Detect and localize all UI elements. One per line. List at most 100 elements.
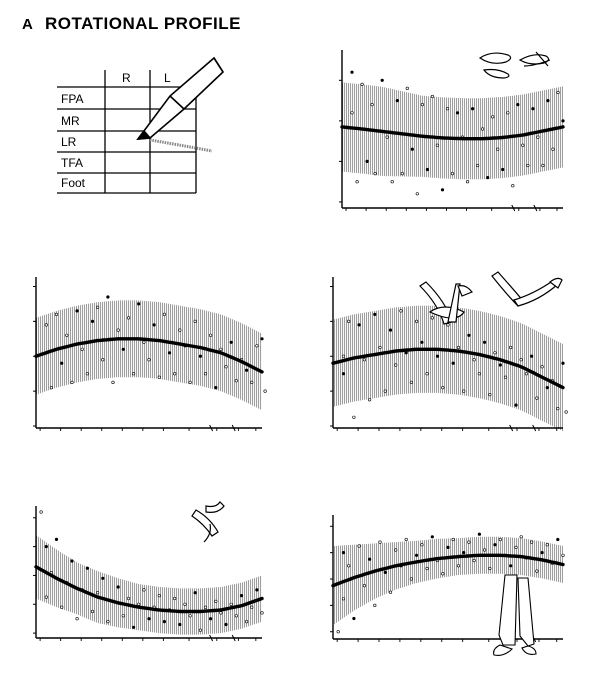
data-point — [373, 172, 377, 176]
data-point — [260, 611, 264, 615]
data-point — [65, 333, 69, 337]
data-point — [167, 351, 172, 355]
data-point — [441, 572, 445, 576]
data-point — [466, 180, 470, 184]
data-point — [561, 553, 565, 557]
data-point — [561, 119, 565, 123]
data-point — [383, 389, 387, 393]
data-point — [405, 86, 409, 90]
data-point — [352, 415, 356, 419]
data-point — [95, 591, 100, 595]
data-point — [472, 558, 476, 563]
data-point — [234, 614, 238, 618]
data-point — [394, 363, 398, 367]
data-point — [378, 345, 382, 350]
table-row-fpa: FPA — [61, 92, 83, 106]
data-point — [54, 537, 59, 542]
data-point — [229, 340, 233, 344]
data-point — [121, 614, 125, 618]
data-point — [491, 115, 495, 119]
data-point — [60, 605, 64, 609]
data-point — [90, 319, 95, 324]
data-point — [404, 537, 408, 542]
data-point — [546, 98, 550, 103]
data-point — [488, 393, 492, 397]
table-row-foot: Foot — [61, 176, 86, 190]
data-point — [498, 363, 502, 367]
axis-break-mark — [532, 424, 537, 432]
data-point — [368, 557, 372, 561]
data-point — [400, 172, 404, 176]
data-point — [394, 548, 398, 552]
data-point — [388, 328, 393, 332]
data-point — [536, 135, 540, 139]
data-point — [404, 351, 408, 355]
data-point — [157, 593, 161, 598]
data-point — [535, 569, 539, 573]
data-point — [214, 599, 218, 604]
data-point — [462, 389, 466, 393]
data-point — [106, 619, 110, 624]
data-point — [456, 345, 461, 350]
data-point — [178, 328, 182, 332]
data-point — [481, 127, 485, 131]
data-point — [157, 375, 161, 379]
data-point — [409, 380, 414, 385]
data-point — [198, 354, 202, 358]
data-point — [44, 323, 48, 327]
sd-band — [36, 300, 262, 411]
data-point — [385, 135, 389, 139]
data-point — [488, 566, 492, 571]
data-point — [347, 319, 351, 324]
data-point — [198, 628, 202, 632]
data-point — [493, 351, 497, 355]
data-point — [85, 372, 89, 376]
data-point — [132, 625, 136, 629]
data-point — [75, 309, 79, 313]
data-point — [95, 305, 100, 310]
data-point — [209, 333, 213, 337]
axis-break-mark — [509, 424, 514, 432]
data-point — [425, 372, 429, 376]
data-point — [365, 159, 369, 163]
data-point — [472, 358, 476, 362]
data-point — [357, 323, 361, 327]
data-point — [106, 295, 110, 299]
panel-a: A ROTATIONAL PROFILE R L FPA MR LR TFA F… — [22, 14, 241, 194]
data-point — [498, 537, 502, 542]
data-point — [188, 380, 192, 385]
data-point — [556, 407, 560, 411]
data-point — [506, 111, 510, 115]
data-point — [355, 180, 359, 184]
data-point — [126, 596, 131, 601]
pencil-stroke-mark — [149, 138, 213, 153]
data-point — [121, 347, 125, 351]
data-point — [224, 365, 228, 369]
table-row-tfa: TFA — [61, 156, 83, 170]
data-point — [564, 410, 568, 414]
data-point — [430, 316, 434, 320]
data-point — [378, 540, 382, 544]
table-row-lr: LR — [61, 135, 77, 149]
data-point — [142, 588, 146, 592]
data-point — [70, 559, 74, 563]
lateral-leg-icon — [191, 501, 225, 543]
data-point — [188, 614, 192, 618]
data-point — [511, 184, 515, 188]
panel-a-title: ROTATIONAL PROFILE — [45, 14, 241, 33]
data-point — [260, 337, 264, 341]
data-point — [451, 361, 455, 365]
data-point — [535, 396, 539, 400]
data-point — [85, 566, 89, 570]
data-point — [245, 368, 249, 372]
data-point — [234, 379, 238, 383]
data-point — [142, 340, 146, 344]
data-point — [250, 380, 254, 385]
data-point — [44, 595, 48, 599]
data-point — [147, 358, 151, 362]
profile-table — [57, 70, 197, 194]
data-point — [362, 358, 367, 362]
boys-leg-icon — [491, 271, 563, 307]
data-point — [224, 622, 228, 627]
